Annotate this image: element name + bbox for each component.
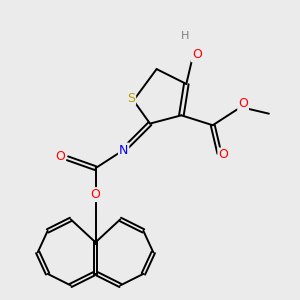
Text: O: O (218, 148, 228, 161)
Text: N: N (119, 143, 128, 157)
Text: O: O (55, 150, 65, 163)
Text: S: S (127, 92, 135, 105)
Text: O: O (91, 188, 100, 201)
Text: H: H (181, 31, 189, 41)
Text: O: O (238, 97, 248, 110)
Text: O: O (192, 48, 202, 62)
